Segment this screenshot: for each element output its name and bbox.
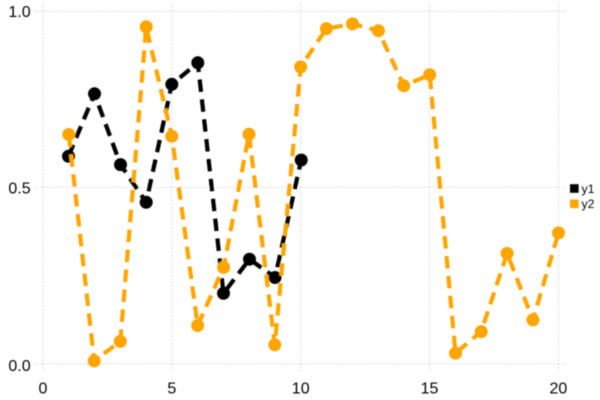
svg-text:10: 10 [292,380,310,397]
svg-text:15: 15 [421,380,439,397]
svg-text:0.0: 0.0 [8,358,30,375]
svg-text:1.0: 1.0 [8,4,30,21]
svg-text:y2: y2 [582,197,595,211]
svg-text:5: 5 [167,380,176,397]
svg-text:0: 0 [39,380,48,397]
svg-text:20: 20 [550,380,568,397]
svg-text:y1: y1 [582,182,595,196]
svg-text:0.5: 0.5 [8,181,30,198]
